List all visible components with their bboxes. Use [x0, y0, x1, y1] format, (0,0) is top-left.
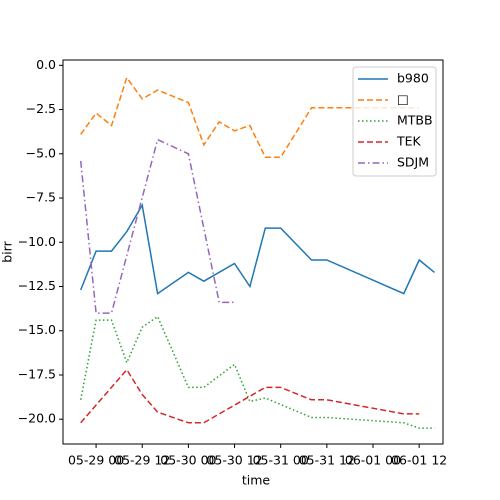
y-tick-label: −5.0 — [26, 145, 56, 160]
legend-label: b980 — [397, 71, 429, 86]
x-tick-label: 05-29 00 — [68, 453, 124, 468]
legend-box — [352, 66, 437, 177]
legend-label: MTBB — [397, 113, 433, 128]
x-tick-label: 05-31 12 — [299, 453, 355, 468]
y-axis-label: birr — [0, 240, 15, 262]
legend-label: TEK — [396, 134, 422, 149]
y-tick-label: −15.0 — [18, 322, 56, 337]
legend-label: SDJM — [397, 155, 429, 170]
y-tick-label: −17.5 — [18, 366, 56, 381]
x-tick-label: 06-01 00 — [345, 453, 401, 468]
series-line — [79, 315, 435, 429]
series-line — [79, 138, 235, 314]
series-line — [80, 202, 435, 295]
x-tick-label: 06-01 12 — [391, 453, 447, 468]
series-line — [80, 368, 420, 424]
x-tick-label: 05-29 12 — [114, 453, 170, 468]
y-tick-label: −12.5 — [18, 278, 56, 293]
y-tick-label: −7.5 — [26, 190, 56, 205]
plot-frame — [62, 59, 444, 445]
x-tick-label: 05-30 00 — [160, 453, 216, 468]
x-tick-label: 05-30 12 — [206, 453, 262, 468]
y-tick-label: −20.0 — [18, 411, 56, 426]
legend-label: □ — [397, 92, 409, 107]
x-tick-label: 05-31 00 — [253, 453, 309, 468]
series-line — [80, 76, 420, 159]
y-tick-label: −2.5 — [26, 101, 56, 116]
x-axis-label: time — [242, 473, 271, 488]
y-tick-label: −10.0 — [18, 234, 56, 249]
y-tick-label: 0.0 — [36, 57, 56, 72]
